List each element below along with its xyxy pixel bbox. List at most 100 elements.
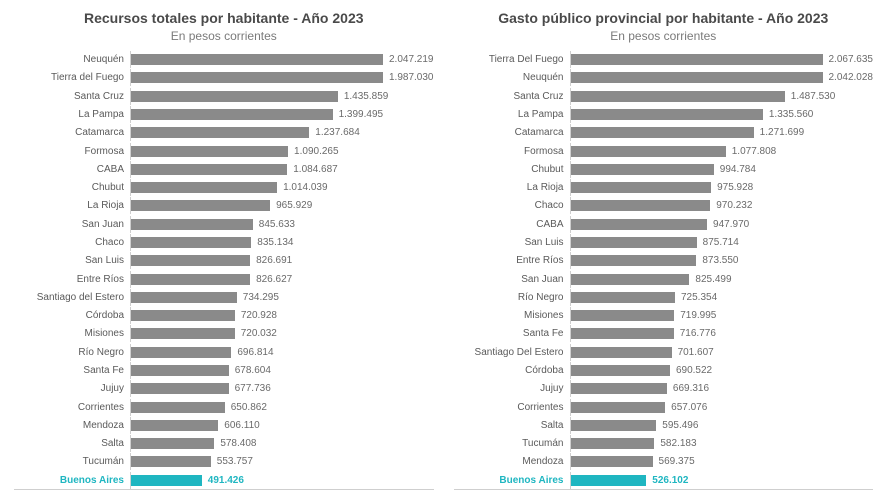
bar-fill [131,109,333,120]
chart-subtitle: En pesos corrientes [14,29,434,43]
bar-fill [131,237,251,248]
bar-track: 491.426 [130,472,434,489]
bar-value: 1.014.039 [277,182,328,193]
chart-title: Gasto público provincial por habitante -… [454,10,874,27]
bar-track: 595.496 [570,417,874,434]
bar-row: La Pampa1.335.560 [454,106,874,123]
bar-track: 657.076 [570,399,874,416]
bar-fill [571,475,647,486]
bar-label: Salta [454,420,570,431]
bar-fill [571,255,697,266]
bar-row: Mendoza569.375 [454,453,874,470]
bar-fill [131,200,270,211]
bar-fill [571,127,754,138]
bar-value: 835.134 [251,237,293,248]
bar-row: Entre Ríos873.550 [454,252,874,269]
bar-row: CABA947.970 [454,216,874,233]
bar-track: 970.232 [570,197,874,214]
bar-row: Santa Fe678.604 [14,362,434,379]
bar-row: Santiago del Estero734.295 [14,289,434,306]
bar-track: 719.995 [570,307,874,324]
bar-fill [131,164,287,175]
bar-label: San Luis [454,237,570,248]
chart-recursos: Recursos totales por habitante - Año 202… [14,10,434,490]
bar-track: 1.090.265 [130,143,434,160]
bar-value: 650.862 [225,402,267,413]
bar-fill [131,310,235,321]
bar-fill [131,292,237,303]
bar-label: La Pampa [14,109,130,120]
bar-track: 875.714 [570,234,874,251]
bar-row: Buenos Aires491.426 [14,472,434,489]
bar-row: Neuquén2.042.028 [454,69,874,86]
bar-row: Río Negro725.354 [454,289,874,306]
bar-fill [571,219,708,230]
bar-fill [571,109,763,120]
bar-track: 965.929 [130,197,434,214]
bar-value: 701.607 [672,347,714,358]
bar-row: La Pampa1.399.495 [14,106,434,123]
bar-fill [131,146,288,157]
bar-area: Neuquén2.047.219Tierra del Fuego1.987.03… [14,51,434,490]
bar-label: Santiago del Estero [14,292,130,303]
bar-value: 569.375 [653,456,695,467]
bar-track: 725.354 [570,289,874,306]
bar-track: 2.042.028 [570,69,874,86]
bar-track: 696.814 [130,344,434,361]
bar-row: Tierra Del Fuego2.067.635 [454,51,874,68]
bar-fill [571,91,785,102]
bar-label: La Rioja [454,182,570,193]
bar-label: Salta [14,438,130,449]
bar-fill [571,54,823,65]
bar-label: San Juan [14,219,130,230]
bar-track: 582.183 [570,435,874,452]
bar-track: 2.047.219 [130,51,434,68]
bar-fill [571,365,670,376]
bar-value: 947.970 [707,219,749,230]
bar-track: 526.102 [570,472,874,489]
bar-label: Catamarca [14,127,130,138]
bar-label: Neuquén [14,54,130,65]
bar-value: 716.776 [674,328,716,339]
bar-fill [131,402,225,413]
bar-value: 970.232 [710,200,752,211]
bar-row: San Juan825.499 [454,271,874,288]
bar-track: 845.633 [130,216,434,233]
bar-label: Córdoba [14,310,130,321]
bar-label: Misiones [454,310,570,321]
bar-track: 1.271.699 [570,124,874,141]
bar-label: Río Negro [454,292,570,303]
bar-label: Catamarca [454,127,570,138]
bar-value: 1.084.687 [287,164,338,175]
bar-row: Misiones720.032 [14,325,434,342]
bar-value: 845.633 [253,219,295,230]
bar-track: 826.691 [130,252,434,269]
bar-track: 578.408 [130,435,434,452]
bar-value: 677.736 [229,383,271,394]
bar-row: Tucumán553.757 [14,453,434,470]
bar-value: 825.499 [689,274,731,285]
bar-label: Formosa [14,146,130,157]
bar-row: San Luis875.714 [454,234,874,251]
bar-label: Chaco [454,200,570,211]
bar-track: 835.134 [130,234,434,251]
bar-value: 1.077.808 [726,146,777,157]
bar-value: 965.929 [270,200,312,211]
bar-value: 720.032 [235,328,277,339]
bar-track: 701.607 [570,344,874,361]
bar-row: Neuquén2.047.219 [14,51,434,68]
bar-fill [131,365,229,376]
bar-value: 994.784 [714,164,756,175]
bar-row: Jujuy677.736 [14,380,434,397]
bar-value: 1.090.265 [288,146,339,157]
bar-row: Santa Cruz1.487.530 [454,88,874,105]
bar-row: Chaco 970.232 [454,197,874,214]
bar-label: Corrientes [14,402,130,413]
bar-row: Santiago Del Estero701.607 [454,344,874,361]
bar-track: 650.862 [130,399,434,416]
bar-value: 826.691 [250,255,292,266]
bar-row: Jujuy669.316 [454,380,874,397]
bar-fill [131,91,338,102]
bar-label: Chubut [454,164,570,175]
bar-track: 1.077.808 [570,143,874,160]
